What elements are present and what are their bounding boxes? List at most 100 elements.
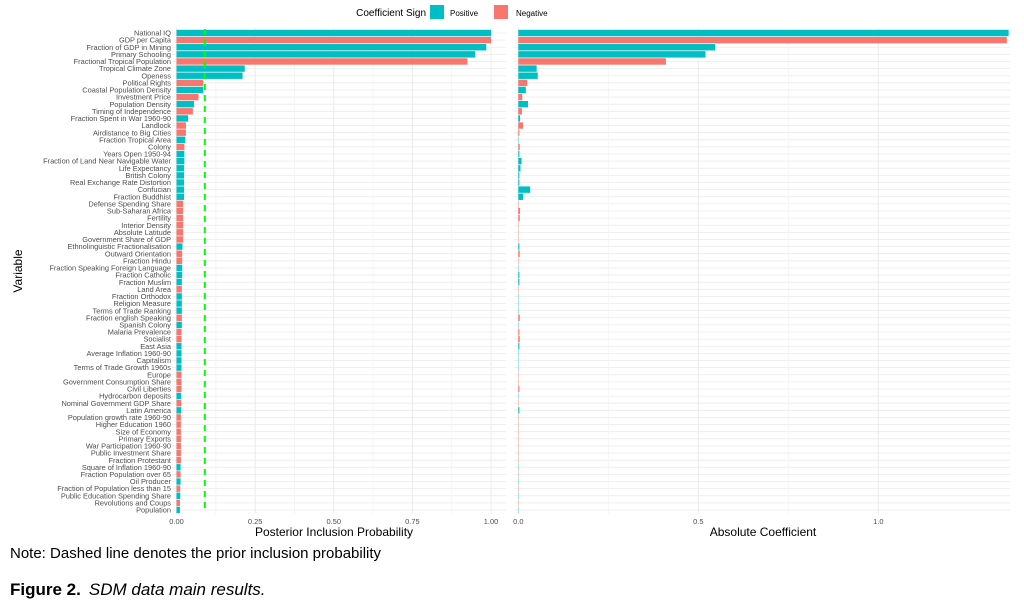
bar-east-asia bbox=[176, 343, 182, 350]
x-tick-label: 0.25 bbox=[248, 517, 262, 526]
coefficient-panel: 0.0 0.5 1.0 bbox=[513, 28, 1010, 526]
category-label: Fraction Speaking Foreign Language bbox=[49, 264, 171, 273]
category-label: Coastal Population Density bbox=[82, 86, 171, 95]
bar-government-share-of-gdp bbox=[176, 236, 184, 243]
category-label: National IQ bbox=[134, 29, 171, 38]
bar-fraction-of-population-less-than-15 bbox=[176, 485, 181, 492]
bar-terms-of-trade-growth-1960s bbox=[176, 364, 182, 371]
category-label: Population Density bbox=[109, 100, 171, 109]
category-label: Tropical Climate Zone bbox=[99, 64, 171, 73]
category-label: Population growth rate 1960-90 bbox=[68, 413, 171, 422]
bar-life-expectancy bbox=[518, 165, 521, 172]
bar-life-expectancy bbox=[176, 165, 185, 172]
category-label: Fraction Spent in War 1960-90 bbox=[71, 114, 171, 123]
bar-investment-price bbox=[176, 93, 199, 101]
bar-land-area bbox=[176, 286, 182, 293]
category-label: Fraction of GDP in Mining bbox=[87, 43, 171, 52]
bar-population-density bbox=[518, 100, 529, 108]
bar-tropical-climate-zone bbox=[518, 65, 537, 72]
bar-east-asia bbox=[518, 343, 520, 350]
bar-ethnolinguistic-fractionalisation bbox=[176, 243, 183, 250]
bar-fraction-protestant bbox=[176, 456, 181, 464]
category-label: Absolute Latitude bbox=[114, 228, 171, 237]
category-label: Fraction Hindu bbox=[123, 256, 171, 265]
category-label: Fractional Tropical Population bbox=[74, 57, 171, 66]
category-label: Terms of Trade Ranking bbox=[93, 306, 171, 315]
category-label: Higher Education 1960 bbox=[96, 420, 171, 429]
category-label: War Participation 1960-90 bbox=[86, 442, 171, 451]
bar-absolute-latitude bbox=[176, 229, 184, 236]
category-label: Fraction Muslim bbox=[119, 278, 171, 287]
bar-fraction-population-over-65 bbox=[176, 471, 181, 478]
pip-panel: 0.00 0.25 0.50 0.75 1.00 bbox=[169, 28, 506, 526]
bar-national-iq bbox=[518, 29, 1009, 37]
category-label: Average Inflation 1960-90 bbox=[86, 349, 171, 358]
category-label: Fraction Tropical Area bbox=[99, 135, 172, 144]
legend-swatch-negative bbox=[494, 5, 508, 19]
bar-years-open-1950-94 bbox=[518, 150, 520, 158]
x-tick-label: 0.5 bbox=[693, 517, 703, 526]
bar-coastal-population-density bbox=[176, 86, 204, 94]
category-label: Timing of Independence bbox=[92, 107, 171, 116]
bar-fraction-of-gdp-in-mining bbox=[176, 44, 487, 51]
category-label: Latin America bbox=[126, 406, 172, 415]
category-label: Socialist bbox=[143, 335, 171, 344]
x-tick-label: 0.00 bbox=[169, 517, 183, 526]
bar-fraction-buddhist bbox=[518, 193, 523, 200]
bar-higher-education-1960 bbox=[176, 421, 181, 428]
bar-fraction-speaking-foreign-language bbox=[176, 264, 183, 272]
bar-civil-liberties bbox=[176, 385, 182, 393]
category-label: Land Area bbox=[137, 285, 172, 294]
bar-fraction-tropical-area bbox=[176, 136, 186, 143]
category-label: Primary Exports bbox=[118, 434, 171, 443]
y-axis-title: Variable bbox=[11, 249, 25, 292]
bar-landlock bbox=[176, 122, 186, 129]
bar-airdistance-to-big-cities bbox=[176, 129, 186, 136]
bar-fertility bbox=[176, 214, 184, 222]
bar-latin-america bbox=[518, 407, 520, 414]
category-label: Airdistance to Big Cities bbox=[93, 128, 171, 137]
category-label: Openess bbox=[141, 71, 171, 80]
x-tick-label: 0.0 bbox=[513, 517, 523, 526]
bar-investment-price bbox=[518, 93, 523, 101]
category-label: Fraction of Land Near Navigable Water bbox=[43, 157, 171, 166]
category-label: Fraction Protestant bbox=[109, 456, 171, 465]
category-label: Years Open 1950-94 bbox=[103, 150, 171, 159]
bar-spanish-colony bbox=[176, 321, 182, 329]
figure-caption: Figure 2. SDM data main results. bbox=[10, 580, 266, 600]
figure-label: Figure 2. bbox=[10, 580, 81, 599]
category-label: East Asia bbox=[140, 342, 172, 351]
bar-real-exchange-rate-distortion bbox=[176, 179, 185, 186]
category-label: Fertility bbox=[147, 214, 171, 223]
category-label: Size of Economy bbox=[116, 427, 172, 436]
category-label: Civil Liberties bbox=[127, 385, 171, 394]
bar-openess bbox=[518, 72, 538, 79]
category-label: Primary Schooling bbox=[111, 50, 171, 59]
category-label: Sub-Saharan Africa bbox=[107, 207, 172, 216]
sdm-results-chart: Coefficient Sign Positive Negative Varia… bbox=[11, 5, 1010, 539]
bar-fraction-english-speaking bbox=[176, 314, 182, 321]
category-label: Nominal Government GDP Share bbox=[61, 399, 171, 408]
x-tick-label: 0.75 bbox=[405, 517, 419, 526]
bar-fraction-of-gdp-in-mining bbox=[518, 44, 716, 51]
bar-fraction-muslim bbox=[176, 278, 182, 286]
legend-label-negative: Negative bbox=[516, 9, 548, 18]
category-label: Fraction english Speaking bbox=[86, 313, 171, 322]
bar-real-exchange-rate-distortion bbox=[518, 179, 520, 186]
bar-public-investment-share bbox=[176, 449, 181, 457]
bar-revolutions-and-coups bbox=[176, 499, 180, 507]
bar-average-inflation-1960-90 bbox=[176, 350, 182, 357]
bar-fertility bbox=[518, 214, 520, 222]
category-label: GDP per Capita bbox=[119, 36, 172, 45]
category-label: Investment Price bbox=[116, 93, 171, 102]
legend-label-positive: Positive bbox=[450, 9, 479, 18]
bar-fractional-tropical-population bbox=[176, 58, 468, 65]
legend-title: Coefficient Sign bbox=[356, 8, 426, 19]
bar-malaria-prevalence bbox=[176, 328, 182, 336]
category-label: Population bbox=[136, 506, 171, 515]
bar-tropical-climate-zone bbox=[176, 65, 245, 72]
bar-hydrocarbon-deposits bbox=[176, 392, 182, 400]
category-label: Oil Producer bbox=[130, 477, 172, 486]
bar-political-rights bbox=[518, 79, 528, 87]
x-tick-label: 1.00 bbox=[484, 517, 498, 526]
